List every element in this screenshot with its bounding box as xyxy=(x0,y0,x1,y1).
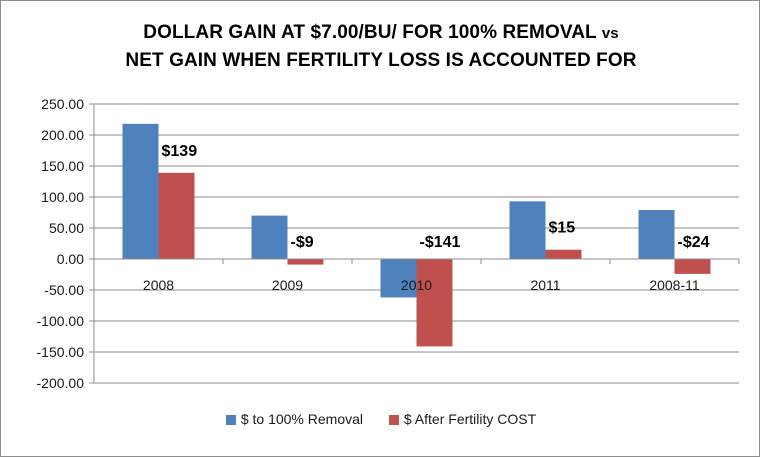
legend-label-after-fertility: $ After Fertility COST xyxy=(403,411,537,427)
y-tick-label: 50.00 xyxy=(49,220,84,236)
data-label: $139 xyxy=(162,143,198,160)
legend-swatch-after-fertility xyxy=(388,415,399,425)
legend-item-removal: $ to 100% Removal xyxy=(225,411,364,427)
y-tick-label: -200.00 xyxy=(37,375,85,391)
y-tick-label: 0.00 xyxy=(57,251,84,267)
legend-label-removal: $ to 100% Removal xyxy=(240,411,364,427)
legend-swatch-removal xyxy=(225,415,236,425)
bar-after-fertility xyxy=(158,172,195,259)
y-tick-label: 100.00 xyxy=(41,189,84,205)
legend-item-after-fertility: $ After Fertility COST xyxy=(388,411,537,427)
y-tick-label: 200.00 xyxy=(41,127,84,143)
data-label: -$141 xyxy=(420,234,461,251)
chart-title-vs: vs xyxy=(601,25,619,42)
chart-title-line2: NET GAIN WHEN FERTILITY LOSS IS ACCOUNTE… xyxy=(125,50,637,71)
bar-chart: 250.00 200.00 150.00 100.00 50.00 0.00 -50.00 -… xyxy=(37,96,740,391)
data-label: $15 xyxy=(549,220,576,237)
bar-after-fertility xyxy=(674,259,711,274)
y-tick-label: -50.00 xyxy=(44,282,84,298)
y-tick-label: 250.00 xyxy=(41,96,84,112)
chart-title: DOLLAR GAIN AT $7.00/BU/ FOR 100% REMOVA… xyxy=(1,19,760,74)
category-label: 2010 xyxy=(401,277,432,293)
category-label: 2008 xyxy=(143,277,174,293)
bar-removal xyxy=(251,215,288,259)
bar-after-fertility xyxy=(416,259,453,347)
y-tick-label: 150.00 xyxy=(41,158,84,174)
bar-removal xyxy=(380,259,417,298)
y-tick-label: -100.00 xyxy=(37,313,85,329)
category-label: 2011 xyxy=(530,277,560,293)
data-label: -$24 xyxy=(678,234,710,251)
bar-removal xyxy=(122,123,159,259)
category-label: 2008-11 xyxy=(649,277,700,293)
chart-legend: $ to 100% Removal $ After Fertility COST xyxy=(1,411,760,427)
bar-removal xyxy=(638,210,675,259)
data-label: -$9 xyxy=(291,234,314,251)
bar-after-fertility xyxy=(287,259,324,265)
category-label: 2009 xyxy=(272,277,303,293)
chart-title-line1: DOLLAR GAIN AT $7.00/BU/ FOR 100% REMOVA… xyxy=(143,22,597,43)
bar-after-fertility xyxy=(545,249,582,259)
bar-removal xyxy=(509,201,546,259)
y-tick-label: -150.00 xyxy=(37,344,85,360)
